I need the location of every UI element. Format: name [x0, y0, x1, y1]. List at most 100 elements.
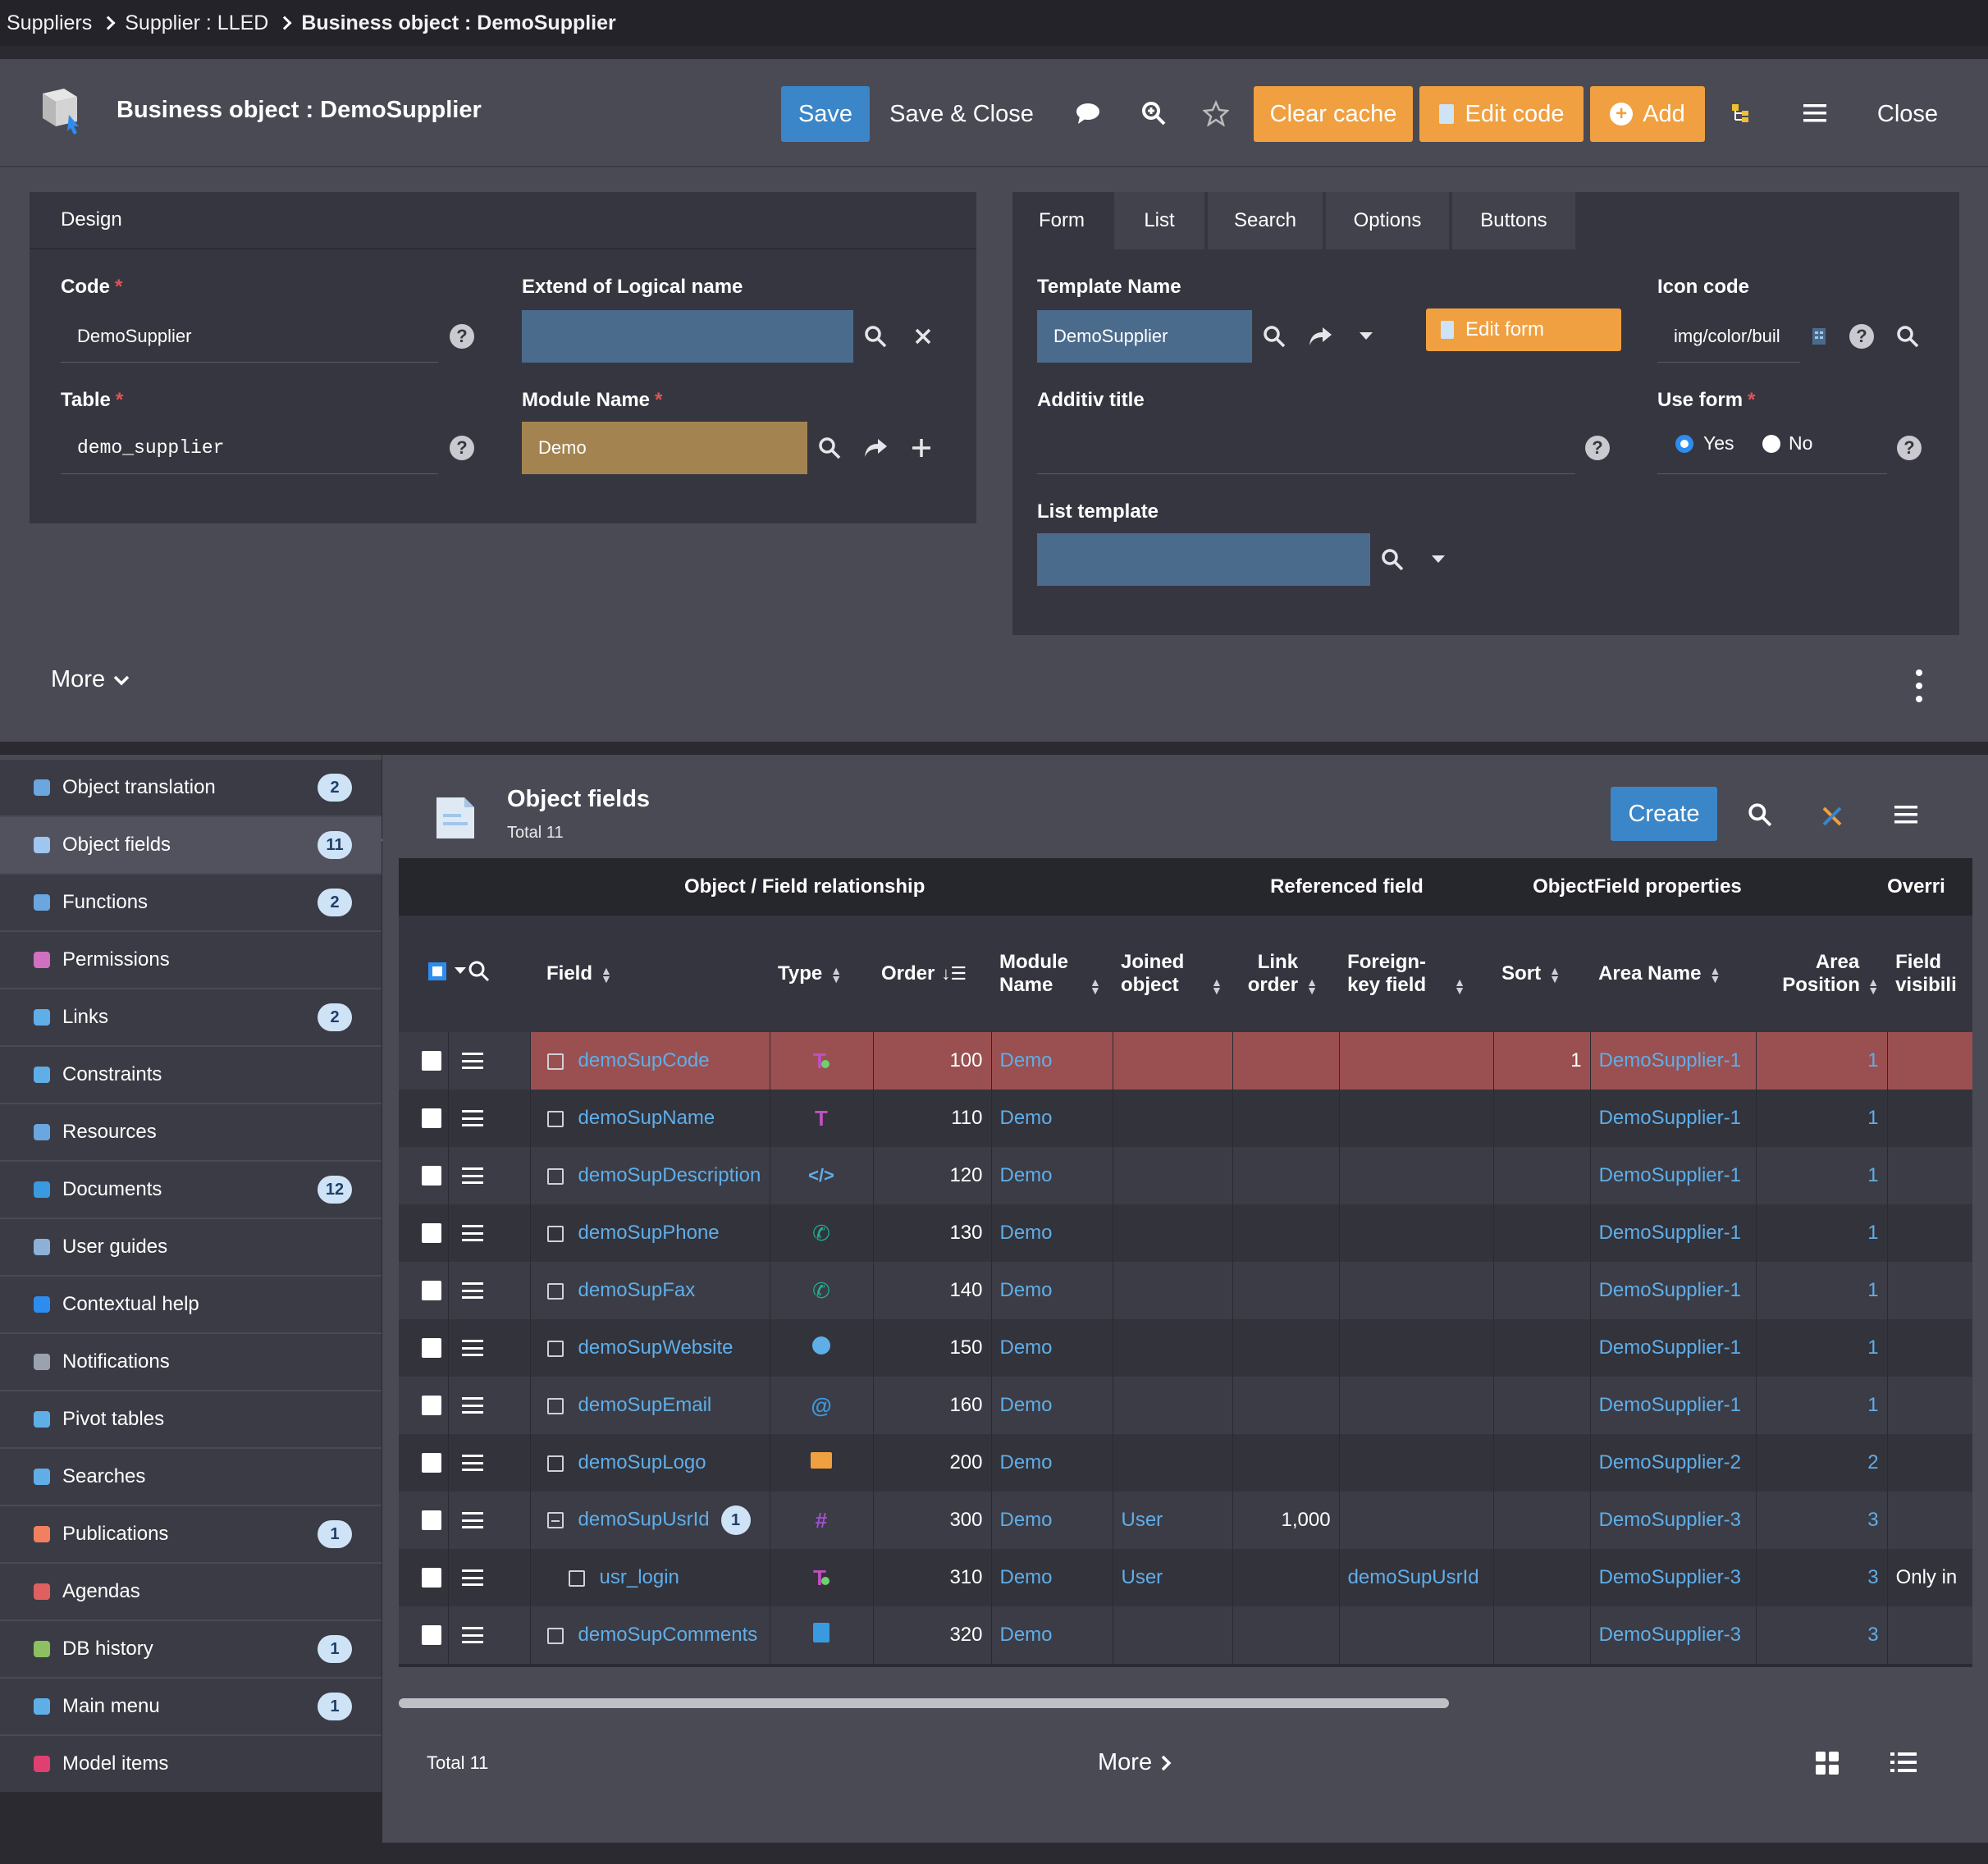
sidebar-item-constraints[interactable]: Constraints — [0, 1047, 382, 1103]
row-checkbox[interactable] — [422, 1453, 441, 1473]
row-checkbox[interactable] — [422, 1510, 441, 1530]
row-checkbox[interactable] — [422, 1051, 441, 1071]
row-menu-icon[interactable] — [461, 1282, 483, 1299]
footer-more-button[interactable]: More — [1098, 1749, 1172, 1776]
cell-module[interactable]: Demo — [991, 1377, 1113, 1434]
row-item-checkbox[interactable] — [546, 1167, 564, 1185]
row-item-checkbox[interactable] — [546, 1340, 564, 1357]
row-actions[interactable] — [448, 1434, 531, 1492]
sidebar-item-searches[interactable]: Searches — [0, 1449, 382, 1505]
cell-joined-object[interactable] — [1113, 1319, 1233, 1377]
col-field[interactable]: Field ▲ ▼ — [530, 916, 770, 1032]
cell-area-position[interactable]: 1 — [1756, 1032, 1888, 1090]
create-button[interactable]: Create — [1611, 787, 1717, 841]
cell-area-position[interactable]: 1 — [1756, 1090, 1888, 1147]
help-icon[interactable]: ? — [450, 324, 474, 349]
collapse-icon[interactable] — [546, 1512, 564, 1528]
field-link[interactable]: demoSupDescription — [578, 1164, 761, 1186]
tab-list[interactable]: List — [1114, 192, 1204, 249]
cell-area-position[interactable]: 1 — [1756, 1204, 1888, 1262]
field-link[interactable]: demoSupPhone — [578, 1222, 720, 1244]
field-link[interactable]: demoSupFax — [578, 1279, 696, 1301]
row-menu-icon[interactable] — [461, 1512, 483, 1528]
cell-area-name[interactable]: DemoSupplier-1 — [1590, 1090, 1757, 1147]
cell-area-name[interactable]: DemoSupplier-2 — [1590, 1434, 1757, 1492]
table-row[interactable]: demoSupCode T 100 Demo 1 DemoSupplier-1 1 — [399, 1032, 1972, 1090]
select-all-header[interactable] — [399, 916, 466, 1032]
help-icon[interactable]: ? — [1897, 436, 1922, 460]
row-checkbox[interactable] — [422, 1338, 441, 1358]
col-area-position[interactable]: Area Position ▲ ▼ — [1756, 916, 1888, 1032]
cell-area-name[interactable]: DemoSupplier-1 — [1590, 1204, 1757, 1262]
clear-icon[interactable] — [909, 322, 937, 350]
cell-joined-object[interactable] — [1113, 1090, 1233, 1147]
cell-field[interactable]: demoSupFax — [530, 1262, 770, 1319]
icon-code-field[interactable]: img/color/buil — [1657, 310, 1800, 363]
edit-form-button[interactable]: Edit form — [1426, 308, 1621, 351]
table-row[interactable]: demoSupEmail @160 Demo DemoSupplier-1 1 — [399, 1377, 1972, 1434]
sidebar-item-publications[interactable]: Publications 1 — [0, 1506, 382, 1562]
code-field[interactable]: DemoSupplier — [61, 310, 438, 363]
col-module-name[interactable]: Module Name ▲ ▼ — [991, 916, 1113, 1032]
row-checkbox[interactable] — [422, 1166, 441, 1186]
cell-field[interactable]: demoSupEmail — [530, 1377, 770, 1434]
edit-code-button[interactable]: Edit code — [1419, 86, 1584, 142]
share-arrow-icon[interactable] — [861, 434, 889, 462]
row-item-checkbox[interactable] — [546, 1397, 564, 1414]
cell-area-name[interactable]: DemoSupplier-3 — [1590, 1549, 1757, 1606]
cell-foreign-key[interactable] — [1339, 1434, 1494, 1492]
icon-picker-icon[interactable] — [1805, 322, 1833, 350]
col-joined-object[interactable]: Joined object ▲ ▼ — [1113, 916, 1233, 1032]
sidebar-item-object-fields[interactable]: Object fields 11 — [0, 817, 382, 873]
row-select[interactable] — [399, 1147, 449, 1204]
row-select[interactable] — [399, 1204, 449, 1262]
search-icon[interactable] — [1260, 322, 1288, 350]
cell-module[interactable]: Demo — [991, 1090, 1113, 1147]
tab-options[interactable]: Options — [1326, 192, 1449, 249]
help-icon[interactable]: ? — [450, 436, 474, 460]
search-icon[interactable] — [1378, 546, 1406, 573]
cell-area-name[interactable]: DemoSupplier-3 — [1590, 1606, 1757, 1664]
row-checkbox[interactable] — [422, 1223, 441, 1243]
cell-area-position[interactable]: 1 — [1756, 1262, 1888, 1319]
table-row[interactable]: demoSupUsrId 1 #300 Demo User 1,000 DemoSuppli… — [399, 1492, 1972, 1549]
cell-area-name[interactable]: DemoSupplier-1 — [1590, 1377, 1757, 1434]
select-all-checkbox[interactable] — [428, 962, 446, 980]
caret-down-icon[interactable] — [1352, 322, 1380, 350]
row-select[interactable] — [399, 1262, 449, 1319]
sidebar-item-agendas[interactable]: Agendas — [0, 1564, 382, 1620]
cell-joined-object[interactable] — [1113, 1204, 1233, 1262]
cell-area-name[interactable]: DemoSupplier-1 — [1590, 1319, 1757, 1377]
cell-foreign-key[interactable] — [1339, 1319, 1494, 1377]
list-template-input[interactable] — [1037, 533, 1370, 586]
table-row[interactable]: usr_login T 310 Demo User demoSupUsrId DemoSup… — [399, 1549, 1972, 1606]
sidebar-item-db-history[interactable]: DB history 1 — [0, 1621, 382, 1677]
row-select[interactable] — [399, 1606, 449, 1664]
cell-field[interactable]: demoSupDescription — [530, 1147, 770, 1204]
field-link[interactable]: demoSupEmail — [578, 1394, 712, 1416]
col-order[interactable]: Order ↓☰ — [873, 916, 991, 1032]
cell-module[interactable]: Demo — [991, 1606, 1113, 1664]
add-button[interactable]: + Add — [1590, 86, 1705, 142]
row-menu-icon[interactable] — [461, 1225, 483, 1241]
sidebar-item-functions[interactable]: Functions 2 — [0, 875, 382, 930]
cell-module[interactable]: Demo — [991, 1147, 1113, 1204]
row-select[interactable] — [399, 1032, 449, 1090]
table-row[interactable]: demoSupName T 110 Demo DemoSupplier-1 1 — [399, 1090, 1972, 1147]
tab-search[interactable]: Search — [1208, 192, 1323, 249]
template-name-input[interactable]: DemoSupplier — [1037, 310, 1252, 363]
row-actions[interactable] — [448, 1262, 531, 1319]
cell-module[interactable]: Demo — [991, 1262, 1113, 1319]
field-link[interactable]: demoSupUsrId — [578, 1508, 710, 1531]
row-actions[interactable] — [448, 1492, 531, 1549]
sidebar-item-model-items[interactable]: Model items — [0, 1736, 382, 1792]
grid-view-icon[interactable] — [1815, 1751, 1839, 1779]
row-select[interactable] — [399, 1549, 449, 1606]
cell-area-position[interactable]: 1 — [1756, 1319, 1888, 1377]
cell-area-position[interactable]: 1 — [1756, 1377, 1888, 1434]
sidebar-item-contextual-help[interactable]: Contextual help — [0, 1277, 382, 1332]
row-item-checkbox[interactable] — [546, 1225, 564, 1242]
row-actions[interactable] — [448, 1090, 531, 1147]
cell-area-position[interactable]: 2 — [1756, 1434, 1888, 1492]
sidebar-item-resources[interactable]: Resources — [0, 1104, 382, 1160]
